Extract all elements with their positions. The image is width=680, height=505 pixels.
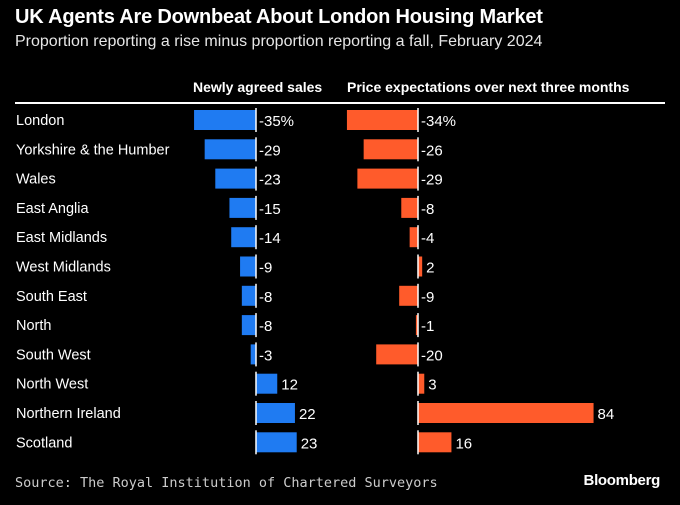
bar-sales	[256, 373, 278, 394]
bar-sales	[241, 285, 256, 306]
data-label: 22	[299, 406, 316, 423]
data-label: -34%	[421, 113, 456, 130]
bar-price	[399, 285, 418, 306]
category-label: North	[16, 318, 51, 334]
source-note: Source: The Royal Institution of Charter…	[15, 475, 438, 491]
data-label: -20	[421, 347, 443, 364]
data-label: -8	[259, 289, 272, 306]
data-label: -26	[421, 142, 443, 159]
bar-price	[418, 432, 452, 453]
bar-sales	[204, 139, 256, 160]
bar-price	[363, 139, 418, 160]
category-label: London	[16, 113, 64, 129]
bar-sales	[215, 168, 256, 189]
data-label: -15	[259, 201, 281, 218]
data-label: 84	[598, 406, 615, 423]
data-label: 16	[455, 435, 472, 452]
category-label: Wales	[16, 172, 56, 188]
category-label: North West	[16, 377, 88, 393]
data-label: -8	[259, 318, 272, 335]
bar-sales	[256, 403, 295, 423]
bar-sales	[241, 315, 256, 336]
chart-subtitle: Proportion reporting a rise minus propor…	[15, 33, 543, 50]
data-label: -4	[421, 230, 434, 247]
bar-price	[418, 256, 423, 277]
data-label: 2	[426, 260, 434, 277]
bar-price	[418, 373, 425, 394]
data-label: 12	[281, 377, 298, 394]
data-label: -8	[421, 201, 434, 218]
bar-sales	[231, 227, 256, 248]
data-label: 3	[428, 377, 436, 394]
bar-sales	[240, 256, 256, 277]
data-label: -23	[259, 172, 281, 189]
data-label: -9	[421, 289, 434, 306]
bar-price	[409, 227, 418, 248]
series-header-sales: Newly agreed sales	[193, 79, 323, 95]
series-header-prices: Price expectations over next three month…	[347, 79, 630, 95]
data-label: 23	[301, 435, 318, 452]
bar-sales	[250, 344, 256, 365]
header-rule	[15, 102, 665, 104]
data-label: -29	[259, 142, 281, 159]
category-label: West Midlands	[16, 260, 111, 276]
data-label: -14	[259, 230, 281, 247]
category-label: Northern Ireland	[16, 406, 121, 422]
data-label: -29	[421, 172, 443, 189]
category-label: Scotland	[16, 435, 72, 451]
data-label: -1	[421, 318, 434, 335]
category-label: East Anglia	[16, 201, 89, 217]
data-label: -3	[259, 347, 272, 364]
bar-price	[418, 403, 594, 423]
bar-sales	[256, 432, 297, 453]
bar-price	[376, 344, 418, 365]
bar-price	[357, 168, 418, 189]
category-label: South West	[16, 347, 91, 363]
data-label: -35%	[259, 113, 294, 130]
bar-price	[401, 197, 418, 218]
bar-price	[346, 110, 418, 130]
chart-title: UK Agents Are Downbeat About London Hous…	[15, 6, 543, 28]
category-label: East Midlands	[16, 230, 107, 246]
category-label: South East	[16, 289, 87, 305]
bloomberg-logo: Bloomberg	[583, 472, 661, 489]
bar-price	[415, 315, 418, 336]
bar-sales	[194, 110, 256, 130]
category-label: Yorkshire & the Humber	[16, 142, 170, 158]
data-label: -9	[259, 260, 272, 277]
bar-sales	[229, 197, 256, 218]
